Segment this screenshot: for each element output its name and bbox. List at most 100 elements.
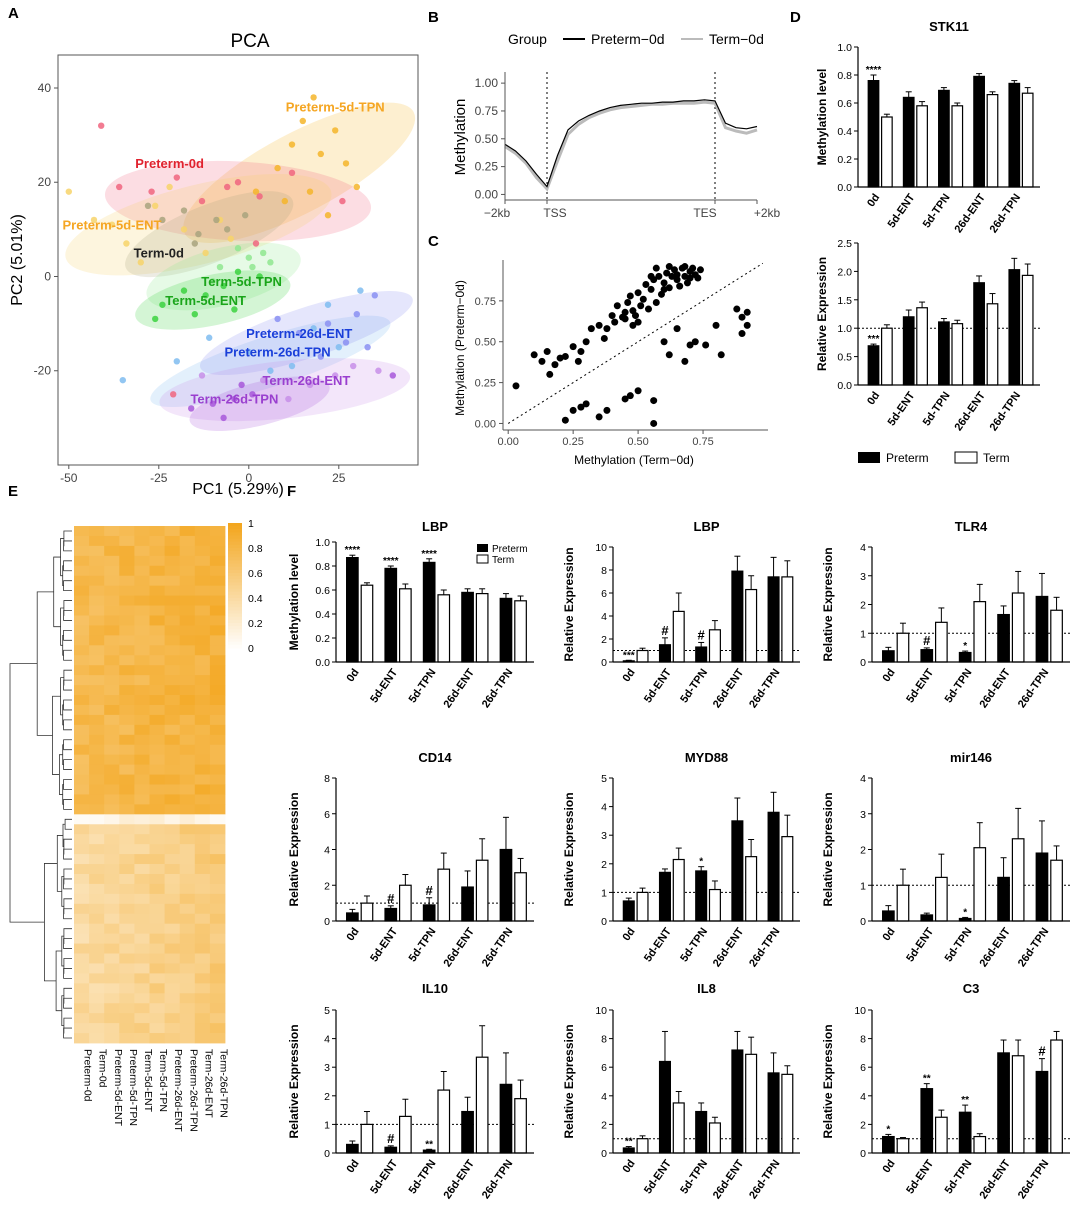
heatmap-cell <box>209 744 226 756</box>
heatmap-cell <box>194 774 211 785</box>
y-tick-label: 2 <box>601 859 607 871</box>
colorbar-segment <box>228 616 242 621</box>
bar-preterm <box>867 345 880 386</box>
heatmap-cell <box>179 645 196 656</box>
heatmap-cell <box>149 893 165 905</box>
y-tick-label: 2 <box>601 634 607 646</box>
heatmap-cell <box>89 973 105 984</box>
dendrogram-branch <box>63 759 72 770</box>
bar-preterm <box>461 591 474 663</box>
data-point <box>655 272 663 280</box>
heatmap-cell <box>89 764 105 775</box>
data-point <box>249 263 256 271</box>
data-point <box>569 343 577 351</box>
heatmap-cell <box>74 575 90 587</box>
heatmap-cell <box>89 665 105 676</box>
heatmap-cell <box>149 993 165 1004</box>
data-point <box>512 382 520 390</box>
heatmap-cell <box>164 864 181 875</box>
heatmap-cell <box>149 883 165 895</box>
colorbar-segment <box>228 613 242 618</box>
heatmap-cell <box>149 704 165 716</box>
heatmap-cell <box>194 535 211 547</box>
x-tick-label: 26d-ENT <box>711 667 747 711</box>
heatmap-cell <box>89 873 105 885</box>
x-tick-label: 0d <box>881 926 898 943</box>
x-tick-label: 5d-TPN <box>407 926 439 964</box>
dendrogram-branch <box>63 600 72 616</box>
heatmap-cell <box>74 595 90 606</box>
heatmap-cell <box>149 943 165 954</box>
y-tick-label: 1.00 <box>475 76 499 90</box>
heatmap-cell <box>74 824 90 835</box>
heatmap-cell <box>164 973 181 984</box>
heatmap-cell <box>104 595 120 606</box>
data-point <box>637 302 645 310</box>
bar-term <box>475 592 489 663</box>
myd88-expression-chart: MYD88 * 0 1 2 3 4 5 0d 5d-ENT 5d-TPN 26d-ENT 26d-TPN… <box>562 750 800 969</box>
bar-term <box>896 884 910 922</box>
heatmap-cell <box>134 953 150 964</box>
bar-term <box>880 327 893 386</box>
heatmap-cell <box>104 1003 120 1014</box>
heatmap-cell <box>194 585 211 596</box>
colorbar-segment <box>228 585 242 590</box>
heatmap-cell <box>194 744 211 756</box>
heatmap-cell <box>119 575 135 587</box>
heatmap-cell <box>179 615 196 626</box>
heatmap-cell <box>149 1033 165 1044</box>
data-point <box>660 285 668 293</box>
heatmap-cell <box>89 685 105 696</box>
bar-term <box>973 847 987 922</box>
y-tick-label: 0 <box>601 1148 607 1160</box>
data-point <box>530 351 538 359</box>
data-point <box>694 274 702 282</box>
data-point <box>281 197 288 205</box>
data-point <box>220 414 227 422</box>
heatmap-cell <box>104 814 120 825</box>
heatmap-cell <box>194 913 211 925</box>
data-point <box>213 216 220 224</box>
heatmap-cell <box>74 1003 90 1014</box>
data-point <box>299 117 306 125</box>
dendrogram-branch <box>64 818 72 830</box>
heatmap-cell <box>209 615 226 626</box>
heatmap-cell <box>194 595 211 606</box>
y-axis-label: Methylation level <box>287 554 301 651</box>
heatmap-cell <box>209 883 226 895</box>
heatmap-cell <box>104 834 120 845</box>
heatmap-cell <box>164 675 181 686</box>
colorbar-segment <box>228 601 242 605</box>
bar-preterm <box>346 912 359 922</box>
confidence-ellipse <box>150 315 391 408</box>
significance-mark: ** <box>961 1095 969 1106</box>
heatmap-cell <box>134 734 150 746</box>
legend-title: Group <box>508 31 547 47</box>
data-point <box>624 299 632 306</box>
colorbar-segment <box>228 635 242 640</box>
bar-preterm <box>997 613 1010 663</box>
heatmap-cell <box>134 655 150 666</box>
heatmap-cell <box>74 844 90 855</box>
bar-preterm <box>958 651 972 663</box>
heatmap-cell <box>179 665 196 676</box>
data-point <box>231 395 238 403</box>
heatmap-cell <box>134 635 150 646</box>
heatmap-cell <box>164 744 181 756</box>
data-point <box>260 376 267 384</box>
heatmap-cell <box>179 675 196 686</box>
heatmap-cell <box>209 854 226 865</box>
data-point <box>274 164 281 172</box>
bar-term <box>360 1123 374 1154</box>
dendrogram-branch <box>63 838 72 855</box>
heatmap-cell <box>119 724 135 736</box>
heatmap-cell <box>134 535 150 547</box>
heatmap-cell <box>209 774 226 785</box>
data-point <box>227 235 234 242</box>
heatmap-cell <box>74 724 90 736</box>
heatmap-cell <box>134 844 150 855</box>
heatmap-cell <box>119 774 135 785</box>
heatmap-cell <box>194 804 211 815</box>
heatmap-cell <box>74 535 90 547</box>
